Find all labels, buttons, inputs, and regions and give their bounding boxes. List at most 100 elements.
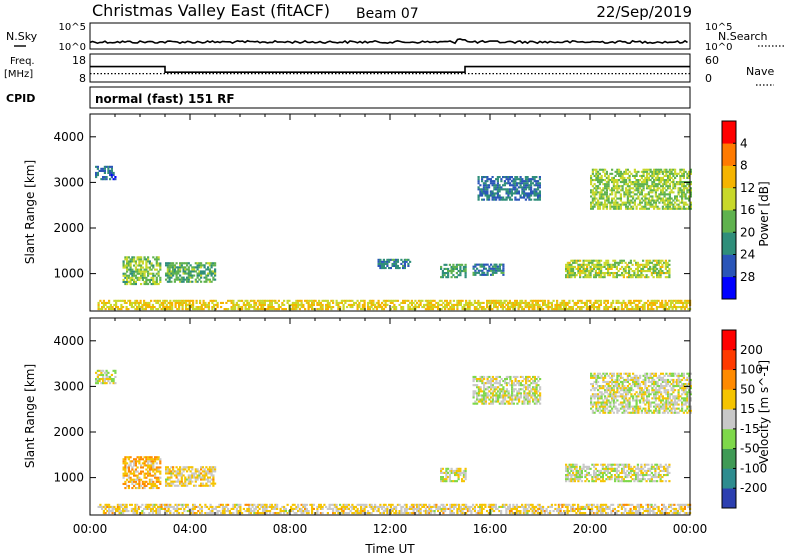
power-cell bbox=[607, 174, 610, 177]
velocity-cell bbox=[639, 399, 642, 402]
power-cell bbox=[640, 263, 643, 266]
power-cell bbox=[291, 306, 294, 309]
power-cell bbox=[659, 267, 662, 270]
velocity-cell bbox=[207, 470, 210, 473]
velocity-cell bbox=[625, 409, 628, 412]
velocity-cell bbox=[212, 476, 215, 479]
power-cell bbox=[601, 276, 604, 279]
velocity-cell bbox=[154, 456, 157, 459]
velocity-cell bbox=[525, 388, 528, 391]
power-cell bbox=[533, 308, 536, 311]
power-cell bbox=[242, 303, 245, 306]
power-cell bbox=[407, 306, 410, 309]
power-cell bbox=[550, 308, 553, 311]
velocity-cell bbox=[658, 411, 661, 414]
velocity-cell bbox=[632, 372, 635, 375]
power-cell bbox=[689, 205, 692, 208]
velocity-cell bbox=[491, 380, 494, 383]
power-cell bbox=[129, 276, 132, 279]
velocity-cell bbox=[619, 387, 622, 390]
power-cell bbox=[530, 192, 533, 195]
power-cell bbox=[402, 260, 405, 263]
power-cell bbox=[486, 176, 489, 179]
power-cell bbox=[153, 299, 156, 302]
power-cell bbox=[651, 203, 654, 206]
power-cell bbox=[263, 303, 266, 306]
power-cell bbox=[645, 261, 648, 264]
power-cell bbox=[157, 299, 160, 302]
power-cell bbox=[216, 306, 219, 309]
power-cell bbox=[600, 197, 603, 200]
power-cell bbox=[642, 168, 645, 171]
velocity-cell bbox=[632, 383, 635, 386]
velocity-cell bbox=[500, 384, 503, 387]
power-cell bbox=[554, 308, 557, 311]
velocity-cell bbox=[659, 478, 662, 481]
velocity-cell bbox=[523, 400, 526, 403]
velocity-cell bbox=[140, 484, 143, 487]
power-cell bbox=[316, 308, 319, 311]
velocity-cell bbox=[148, 478, 151, 481]
velocity-cell bbox=[122, 472, 125, 475]
power-cell bbox=[172, 299, 175, 302]
velocity-cell bbox=[617, 465, 620, 468]
velocity-cell bbox=[210, 472, 213, 475]
power-cell bbox=[182, 280, 185, 283]
power-cell bbox=[594, 301, 597, 304]
power-cell bbox=[115, 301, 118, 304]
power-cell bbox=[605, 195, 608, 198]
velocity-cell bbox=[594, 474, 597, 477]
power-cell bbox=[286, 301, 289, 304]
power-cell bbox=[628, 179, 631, 182]
velocity-cell bbox=[208, 466, 211, 469]
power-cell bbox=[122, 299, 125, 302]
velocity-cell bbox=[532, 400, 535, 403]
power-cell bbox=[165, 299, 168, 302]
power-cell bbox=[638, 274, 641, 277]
power-cell bbox=[524, 176, 527, 179]
power-cell bbox=[676, 299, 679, 302]
velocity-cell bbox=[590, 397, 593, 400]
velocity-cell bbox=[150, 474, 153, 477]
power-cell bbox=[102, 178, 105, 181]
power-cell bbox=[129, 264, 132, 267]
velocity-cell bbox=[644, 407, 647, 410]
power-cell bbox=[647, 207, 650, 210]
velocity-cell bbox=[491, 396, 494, 399]
velocity-cell bbox=[654, 403, 657, 406]
power-cell bbox=[155, 299, 158, 302]
power-cell bbox=[605, 183, 608, 186]
power-cell bbox=[665, 170, 668, 173]
velocity-cell bbox=[623, 411, 626, 414]
power-cell bbox=[109, 171, 112, 174]
power-cell bbox=[640, 270, 643, 273]
power-cell bbox=[488, 198, 491, 201]
velocity-cell bbox=[483, 388, 486, 391]
power-cell bbox=[465, 301, 468, 304]
power-cell bbox=[649, 195, 652, 198]
velocity-cell bbox=[152, 470, 155, 473]
power-cell bbox=[630, 172, 633, 175]
power-cell bbox=[512, 186, 515, 189]
velocity-cell bbox=[623, 409, 626, 412]
power-cell bbox=[580, 308, 583, 311]
power-cell bbox=[675, 172, 678, 175]
velocity-cell bbox=[623, 389, 626, 392]
power-cell bbox=[239, 306, 242, 309]
power-cell bbox=[129, 258, 132, 261]
power-cell bbox=[288, 308, 291, 311]
power-cell bbox=[489, 306, 492, 309]
power-cell bbox=[671, 301, 674, 304]
power-cell bbox=[281, 301, 284, 304]
velocity-cell bbox=[628, 401, 631, 404]
velocity-cell bbox=[584, 465, 587, 468]
power-cell bbox=[239, 299, 242, 302]
power-cell bbox=[141, 260, 144, 263]
power-cell bbox=[517, 301, 520, 304]
power-cell bbox=[512, 192, 515, 195]
power-cell bbox=[496, 299, 499, 302]
noise-left-tick-top: 10^5 bbox=[59, 22, 86, 33]
power-cell bbox=[205, 262, 208, 265]
power-cell bbox=[113, 308, 116, 311]
power-cell bbox=[528, 186, 531, 189]
